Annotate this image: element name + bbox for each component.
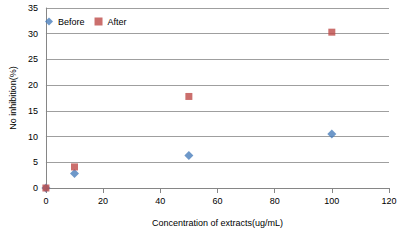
- svg-text:5: 5: [33, 157, 38, 167]
- svg-text:After: After: [108, 17, 127, 27]
- svg-text:30: 30: [28, 29, 38, 39]
- svg-text:20: 20: [28, 80, 38, 90]
- svg-text:20: 20: [98, 196, 108, 206]
- svg-text:80: 80: [270, 196, 280, 206]
- svg-text:No inhibition(%): No inhibition(%): [8, 66, 18, 130]
- svg-text:0: 0: [43, 196, 48, 206]
- svg-text:0: 0: [33, 183, 38, 193]
- svg-text:10: 10: [28, 132, 38, 142]
- svg-text:100: 100: [324, 196, 339, 206]
- svg-text:120: 120: [381, 196, 396, 206]
- svg-text:60: 60: [212, 196, 222, 206]
- svg-text:Concentration of extracts(ug/m: Concentration of extracts(ug/mL): [152, 218, 283, 228]
- svg-text:Before: Before: [58, 17, 85, 27]
- svg-text:25: 25: [28, 54, 38, 64]
- svg-text:35: 35: [28, 3, 38, 13]
- svg-text:40: 40: [155, 196, 165, 206]
- svg-text:15: 15: [28, 106, 38, 116]
